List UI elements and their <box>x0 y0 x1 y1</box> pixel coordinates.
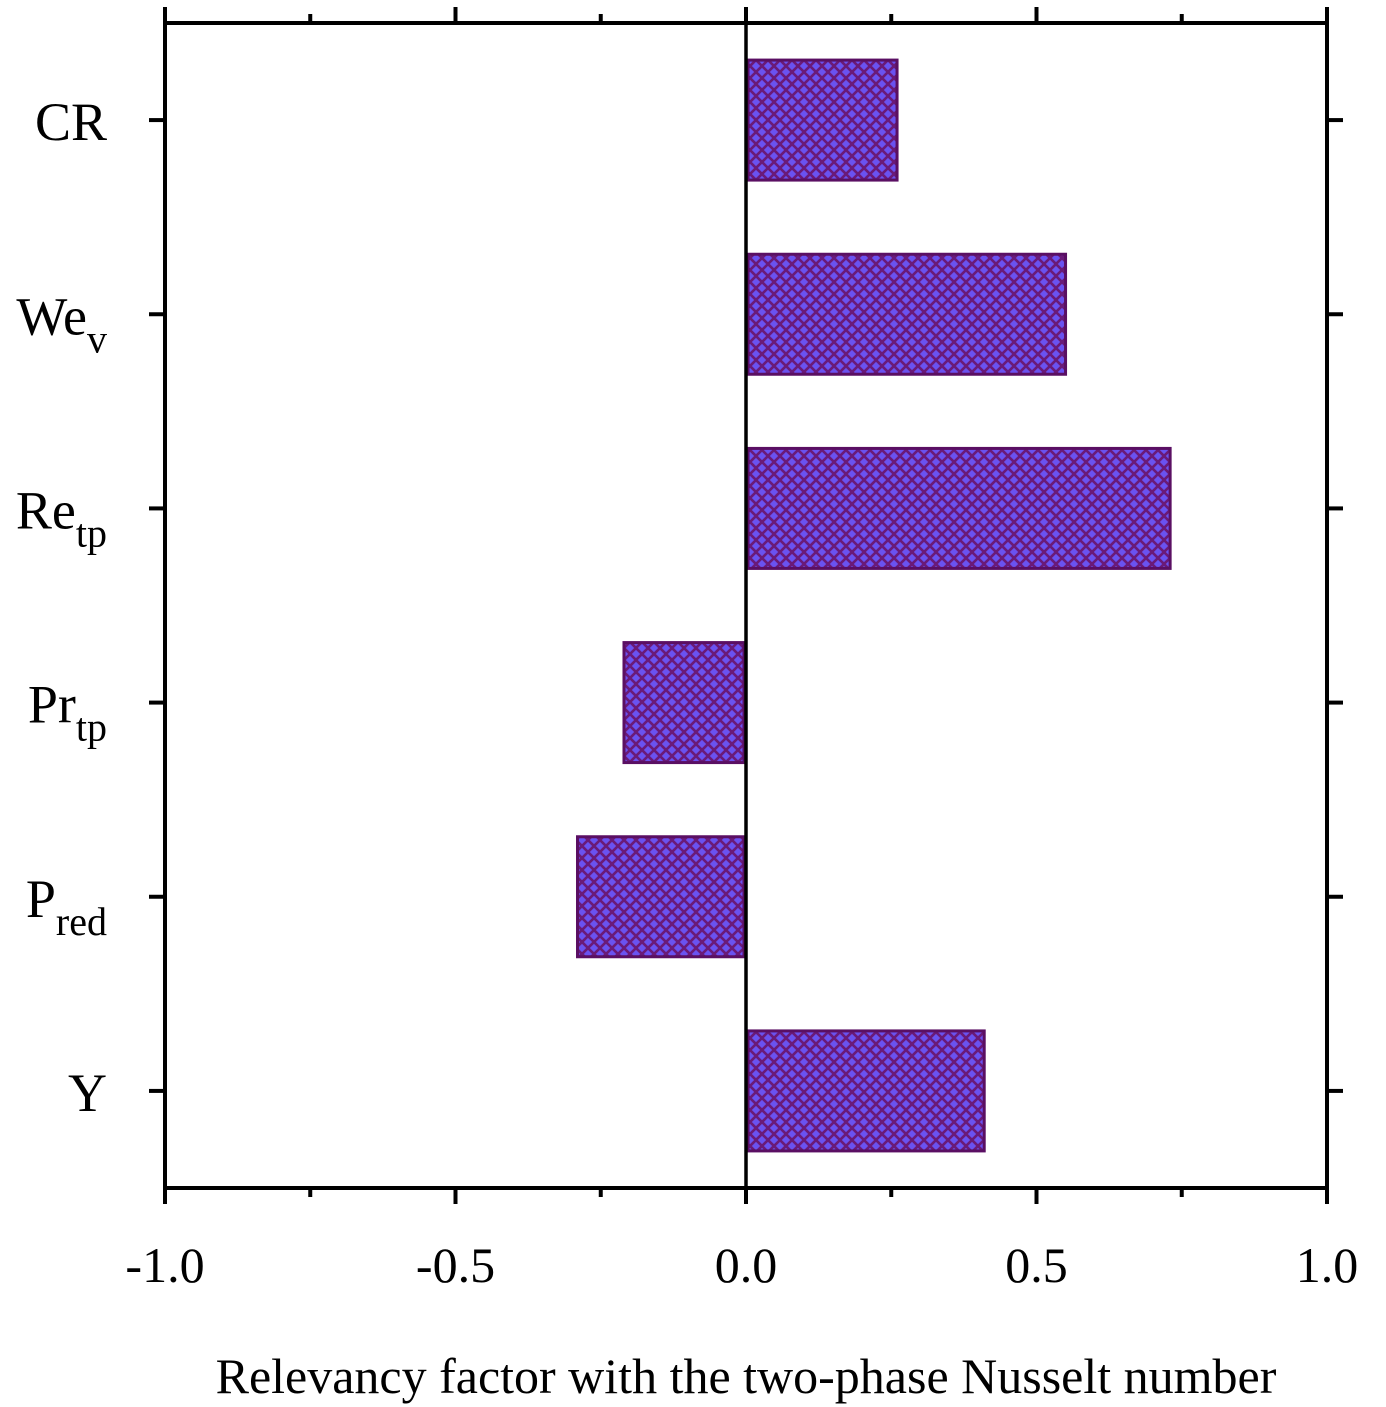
x-axis-title: Relevancy factor with the two-phase Nuss… <box>216 1348 1277 1404</box>
x-tick-label: 0.0 <box>715 1237 778 1293</box>
bar-retp <box>746 446 1172 570</box>
bar-wev <box>746 252 1068 376</box>
category-label: Pred <box>26 869 107 944</box>
x-tick-label: 1.0 <box>1296 1237 1359 1293</box>
bar-cr <box>746 58 899 182</box>
bar-prtp <box>622 641 746 765</box>
x-tick-label: -0.5 <box>416 1237 495 1293</box>
x-tick-labels: -1.0 -0.5 0.0 0.5 1.0 <box>125 1237 1358 1293</box>
x-tick-label: 0.5 <box>1005 1237 1068 1293</box>
category-label: Retp <box>16 480 107 555</box>
x-tick-label: -1.0 <box>125 1237 204 1293</box>
category-label: CR <box>35 92 107 152</box>
bar-y <box>746 1029 986 1153</box>
category-label: Wev <box>16 286 107 361</box>
category-labels: CR Wev Retp Prtp Pred Y <box>16 92 107 1123</box>
bars <box>576 58 1172 1153</box>
category-label: Prtp <box>28 675 107 750</box>
axis-ticks <box>149 7 1343 1204</box>
category-label: Y <box>68 1063 107 1123</box>
bar-pred <box>576 835 746 959</box>
